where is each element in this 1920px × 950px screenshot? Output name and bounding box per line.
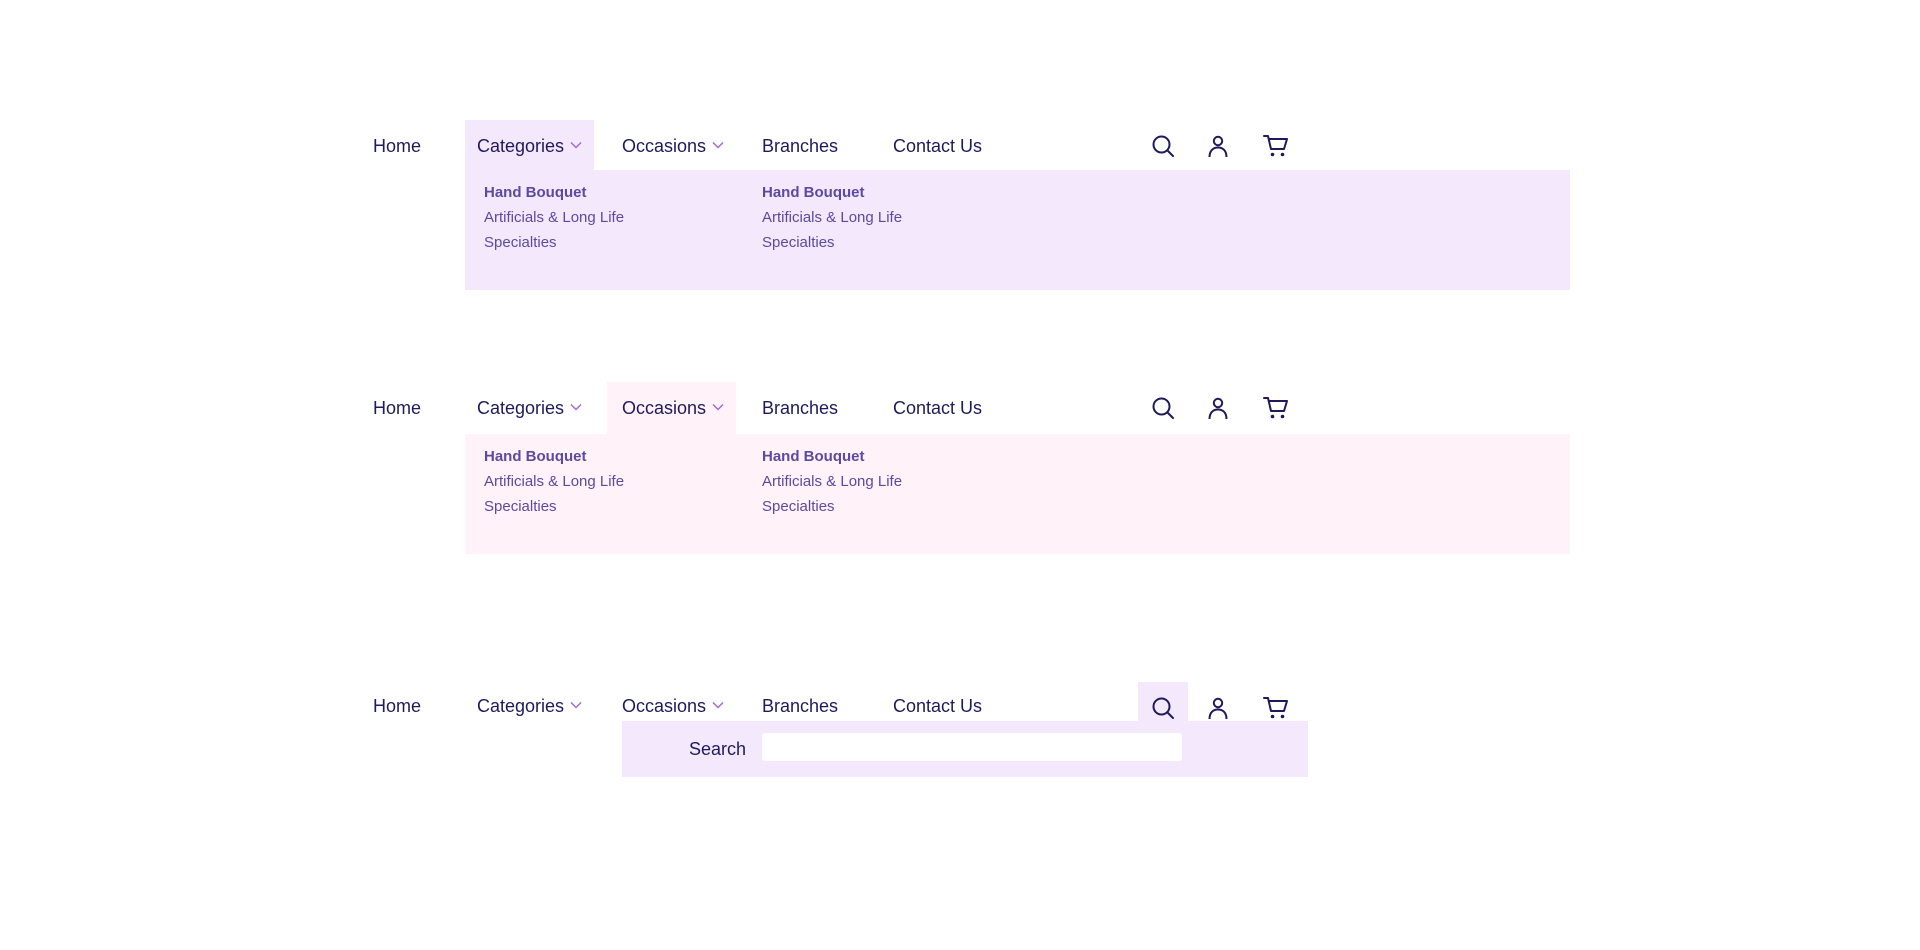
dropdown-link[interactable]: Artificials & Long Life	[762, 209, 903, 226]
nav-occasions[interactable]: Occasions	[610, 680, 724, 732]
chevron-down-icon	[712, 403, 724, 411]
navbar-variant-search-open: Home Categories Occasions Branches Conta…	[0, 680, 1920, 800]
nav-branches[interactable]: Branches	[762, 695, 839, 716]
chevron-down-icon	[712, 141, 724, 149]
dropdown-link[interactable]: Specialties	[484, 234, 557, 251]
search-icon	[1152, 397, 1174, 419]
dropdown-link[interactable]: Hand Bouquet	[484, 184, 587, 201]
dropdown-link[interactable]: Artificials & Long Life	[762, 473, 903, 490]
navbar: Home Categories Occasions Branches Conta…	[0, 382, 1920, 434]
search-panel: Search	[622, 721, 1308, 777]
cart-icon	[1263, 697, 1288, 719]
nav-branches[interactable]: Branches	[762, 397, 839, 418]
user-icon	[1208, 697, 1228, 720]
cart-icon	[1263, 397, 1288, 419]
dropdown-link[interactable]: Specialties	[762, 498, 835, 515]
nav-contact-us[interactable]: Contact Us	[893, 397, 983, 418]
nav-contact-us[interactable]: Contact Us	[893, 135, 983, 156]
account-button[interactable]	[1193, 382, 1243, 434]
nav-home[interactable]: Home	[373, 135, 422, 156]
search-icon	[1152, 697, 1174, 719]
nav-occasions[interactable]: Occasions	[607, 382, 736, 434]
nav-contact-us[interactable]: Contact Us	[893, 695, 983, 716]
nav-categories[interactable]: Categories	[465, 120, 594, 172]
nav-occasions[interactable]: Occasions	[610, 120, 724, 172]
navbar-variant-categories-open: Home Categories Occasions Branches Conta…	[0, 120, 1920, 295]
occasions-dropdown: Hand Bouquet Artificials & Long Life Spe…	[465, 434, 1570, 554]
dropdown-column: Hand Bouquet Artificials & Long Life Spe…	[484, 180, 624, 255]
chevron-down-icon	[570, 141, 582, 149]
dropdown-link[interactable]: Specialties	[762, 234, 835, 251]
navbar: Home Categories Occasions Branches Conta…	[0, 120, 1920, 172]
dropdown-link[interactable]: Hand Bouquet	[484, 448, 587, 465]
navbar-variant-occasions-open: Home Categories Occasions Branches Conta…	[0, 382, 1920, 557]
cart-button[interactable]	[1251, 682, 1301, 734]
dropdown-column: Hand Bouquet Artificials & Long Life Spe…	[762, 180, 902, 255]
categories-dropdown: Hand Bouquet Artificials & Long Life Spe…	[465, 170, 1570, 290]
dropdown-link[interactable]: Specialties	[484, 498, 557, 515]
chevron-down-icon	[712, 701, 724, 709]
account-button[interactable]	[1193, 682, 1243, 734]
cart-icon	[1263, 135, 1288, 157]
dropdown-link[interactable]: Artificials & Long Life	[484, 473, 625, 490]
account-button[interactable]	[1193, 120, 1243, 172]
nav-categories[interactable]: Categories	[465, 382, 582, 434]
nav-branches[interactable]: Branches	[762, 135, 839, 156]
nav-categories[interactable]: Categories	[465, 680, 582, 732]
search-label: Search	[689, 738, 747, 759]
search-button[interactable]	[1138, 382, 1188, 434]
dropdown-column: Hand Bouquet Artificials & Long Life Spe…	[484, 444, 624, 519]
search-icon	[1152, 135, 1174, 157]
search-input[interactable]	[762, 733, 1182, 761]
dropdown-link[interactable]: Artificials & Long Life	[484, 209, 625, 226]
search-button[interactable]	[1138, 120, 1188, 172]
cart-button[interactable]	[1251, 382, 1301, 434]
nav-home[interactable]: Home	[373, 695, 422, 716]
dropdown-link[interactable]: Hand Bouquet	[762, 184, 865, 201]
dropdown-link[interactable]: Hand Bouquet	[762, 448, 865, 465]
nav-home[interactable]: Home	[373, 397, 422, 418]
dropdown-column: Hand Bouquet Artificials & Long Life Spe…	[762, 444, 902, 519]
chevron-down-icon	[570, 403, 582, 411]
user-icon	[1208, 397, 1228, 420]
user-icon	[1208, 135, 1228, 158]
cart-button[interactable]	[1251, 120, 1301, 172]
chevron-down-icon	[570, 701, 582, 709]
